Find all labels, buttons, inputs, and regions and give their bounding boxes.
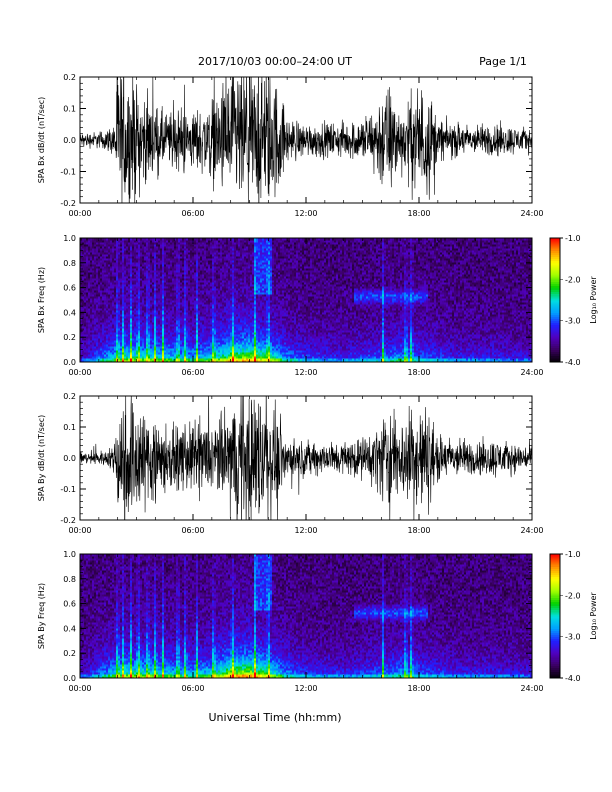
- bx-spectrogram-panel: -1.0 -2.0 -3.0 -4.0 Log₁₀ Power 00:00 06:00 12:…: [37, 234, 598, 377]
- y-tick-label: 0.1: [63, 423, 76, 432]
- x-tick-label: 12:00: [294, 368, 317, 377]
- colorbar: -1.0 -2.0 -3.0 -4.0 Log₁₀ Power: [550, 234, 598, 367]
- y-tick-label: -0.1: [60, 485, 76, 494]
- y-axis-label: SPA Bx Freq (Hz): [37, 267, 46, 333]
- y-tick-label: 0.8: [63, 259, 76, 268]
- colorbar-tick-label: -2.0: [565, 275, 581, 284]
- x-tick-label: 24:00: [520, 368, 543, 377]
- y-tick-label: -0.1: [60, 168, 76, 177]
- y-tick-label: 0.6: [63, 284, 76, 293]
- x-axis-label: Universal Time (hh:mm): [209, 711, 342, 724]
- bx-dbdt-panel: 00:00 06:00 12:00 18:00 24:00 -0.2 -0.1 0.0 0.1 0…: [37, 0, 544, 236]
- x-tick-label: 24:00: [520, 684, 543, 693]
- y-tick-label: -0.2: [60, 199, 76, 208]
- x-tick-label: 00:00: [68, 368, 91, 377]
- colorbar-tick-label: -3.0: [565, 317, 581, 326]
- y-tick-label: 0.2: [63, 649, 76, 658]
- x-tick-label: 06:00: [181, 368, 204, 377]
- x-tick-label: 12:00: [294, 209, 317, 218]
- y-tick-label: 0.4: [63, 624, 76, 633]
- y-tick-label: -0.2: [60, 516, 76, 525]
- colorbar-tick-label: -2.0: [565, 591, 581, 600]
- y-axis-label: SPA Bx dB/dt (nT/sec): [37, 97, 46, 184]
- figure: 2017/10/03 00:00–24:00 UT Page 1/1 00:00…: [0, 0, 612, 792]
- x-tick-label: 00:00: [68, 684, 91, 693]
- spectrogram-cells: [80, 554, 532, 678]
- x-tick-label: 18:00: [407, 209, 430, 218]
- y-tick-label: 1.0: [63, 234, 76, 243]
- colorbar-tick-label: -4.0: [565, 674, 581, 683]
- y-tick-label: 0.2: [63, 333, 76, 342]
- x-tick-label: 18:00: [407, 684, 430, 693]
- x-tick-label: 06:00: [181, 684, 204, 693]
- y-tick-label: 0.2: [63, 392, 76, 401]
- x-tick-label: 18:00: [407, 526, 430, 535]
- y-tick-label: 0.0: [63, 454, 76, 463]
- x-tick-label: 06:00: [181, 526, 204, 535]
- colorbar-tick-label: -4.0: [565, 358, 581, 367]
- by-spectrogram-panel: -1.0 -2.0 -3.0 -4.0 Log₁₀ Power 00:00 06:00 12:…: [37, 550, 598, 693]
- figure-title: 2017/10/03 00:00–24:00 UT: [198, 55, 352, 68]
- colorbar-tick-label: -1.0: [565, 550, 581, 559]
- y-tick-label: 1.0: [63, 550, 76, 559]
- y-tick-label: 0.4: [63, 308, 76, 317]
- x-tick-label: 06:00: [181, 209, 204, 218]
- y-tick-label: 0.0: [63, 136, 76, 145]
- y-tick-label: 0.1: [63, 105, 76, 114]
- y-axis-label: SPA By dB/dt (nT/sec): [37, 415, 46, 502]
- x-tick-label: 12:00: [294, 526, 317, 535]
- x-tick-label: 24:00: [520, 526, 543, 535]
- x-tick-label: 00:00: [68, 526, 91, 535]
- colorbar-label: Log₁₀ Power: [589, 276, 598, 324]
- x-tick-label: 00:00: [68, 209, 91, 218]
- y-axis-label: SPA By Freq (Hz): [37, 583, 46, 649]
- colorbar-tick-label: -1.0: [565, 234, 581, 243]
- y-tick-label: 0.8: [63, 575, 76, 584]
- colorbar-tick-label: -3.0: [565, 633, 581, 642]
- y-tick-label: 0.6: [63, 600, 76, 609]
- y-tick-label: 0.2: [63, 73, 76, 82]
- y-tick-label: 0.0: [63, 674, 76, 683]
- colorbar-label: Log₁₀ Power: [589, 592, 598, 640]
- x-tick-label: 24:00: [520, 209, 543, 218]
- colorbar: -1.0 -2.0 -3.0 -4.0 Log₁₀ Power: [550, 550, 598, 683]
- spectrogram-cells: [80, 238, 532, 362]
- x-tick-label: 18:00: [407, 368, 430, 377]
- x-tick-label: 12:00: [294, 684, 317, 693]
- page-number: Page 1/1: [479, 55, 527, 68]
- y-tick-label: 0.0: [63, 358, 76, 367]
